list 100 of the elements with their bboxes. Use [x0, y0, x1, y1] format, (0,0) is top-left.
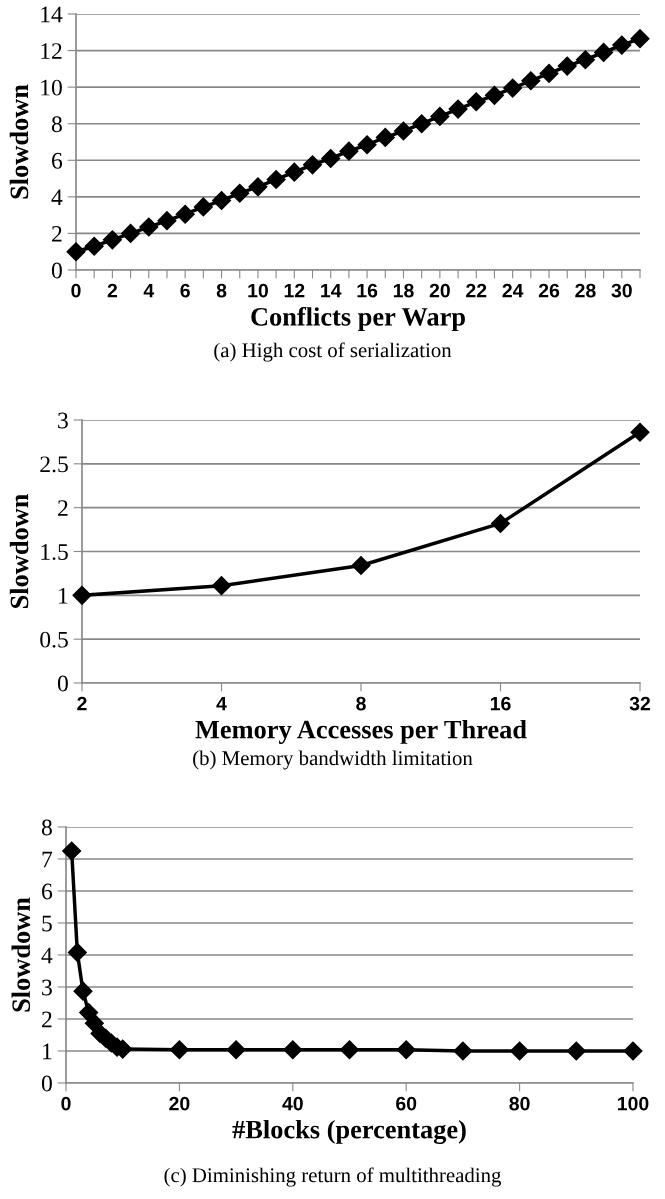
- x-tick-label: 10: [248, 283, 268, 298]
- point: [594, 42, 614, 62]
- x-tick-label: 40: [282, 1096, 303, 1111]
- y-tick-label: 7: [42, 851, 53, 868]
- point: [503, 78, 523, 98]
- point: [284, 162, 304, 182]
- y-axis-title: Slowdown: [11, 897, 31, 1012]
- point: [62, 841, 82, 861]
- point: [623, 1041, 643, 1061]
- point: [375, 127, 395, 147]
- y-tick-label: 0: [51, 262, 62, 279]
- point: [212, 190, 232, 211]
- point: [84, 236, 104, 256]
- x-tick-label: 2: [77, 696, 87, 711]
- point: [393, 121, 414, 141]
- point: [73, 981, 93, 1001]
- x-axis-title: #Blocks (percentage): [232, 1119, 466, 1145]
- text: (c) Diminishing return of multithreading: [164, 1167, 502, 1187]
- point: [539, 63, 559, 83]
- y-tick-label: 12: [41, 43, 62, 59]
- point: [630, 422, 650, 442]
- point: [175, 204, 195, 224]
- y-axis-title: Slowdown: [9, 84, 29, 199]
- x-tick-label: 16: [490, 696, 511, 711]
- y-tick-label: 2: [52, 225, 62, 242]
- x-tick-label: 22: [466, 283, 487, 298]
- x-tick-label: 8: [356, 696, 366, 711]
- x-tick-label: 28: [575, 283, 596, 298]
- point: [266, 169, 286, 190]
- x-tick-label: 2: [107, 283, 118, 298]
- point: [193, 197, 213, 217]
- point: [510, 1041, 530, 1061]
- point: [466, 92, 486, 112]
- point: [157, 211, 177, 231]
- point: [321, 148, 341, 168]
- x-tick-label: 4: [143, 283, 155, 298]
- y-tick-label: 4: [41, 947, 53, 964]
- point: [66, 242, 86, 262]
- x-tick-label: 30: [611, 283, 632, 298]
- x-tick-label: 24: [502, 283, 524, 298]
- y-tick-label: 14: [41, 6, 63, 23]
- y-tick-label: 1.5: [41, 544, 68, 561]
- point: [121, 223, 141, 243]
- point: [72, 585, 92, 605]
- y-axis-title: Slowdown: [9, 493, 29, 609]
- y-tick-label: 1: [43, 1043, 52, 1060]
- point: [248, 177, 268, 197]
- point: [484, 85, 504, 105]
- text: (a) High cost of serialization: [214, 342, 452, 362]
- point: [226, 1040, 246, 1060]
- point: [566, 1041, 586, 1061]
- x-tick-label: 26: [538, 283, 560, 298]
- y-tick-label: 0.5: [40, 631, 68, 648]
- point: [339, 141, 359, 161]
- point: [302, 155, 323, 175]
- x-tick-label: 14: [321, 283, 342, 298]
- point: [490, 513, 511, 533]
- y-tick-label: 0: [57, 675, 68, 692]
- point: [396, 1040, 416, 1060]
- x-tick-label: 0: [71, 283, 81, 298]
- x-axis-title: Conflicts per Warp: [251, 306, 465, 332]
- y-tick-label: 2: [42, 1011, 52, 1028]
- x-tick-label: 80: [509, 1096, 530, 1111]
- x-tick-label: 32: [629, 696, 651, 711]
- text: (b) Memory bandwidth limitation: [193, 750, 473, 770]
- point: [139, 217, 159, 237]
- y-tick-label: 2: [58, 500, 68, 516]
- y-tick-label: 4: [51, 189, 63, 206]
- x-tick-label: 20: [429, 283, 450, 298]
- y-tick-label: 1: [59, 587, 68, 604]
- y-tick-label: 3: [58, 412, 68, 429]
- y-tick-label: 6: [42, 883, 53, 900]
- point: [448, 99, 468, 119]
- point: [630, 29, 650, 49]
- point: [557, 56, 577, 76]
- x-tick-label: 16: [357, 283, 378, 298]
- point: [575, 50, 595, 70]
- x-tick-label: 8: [216, 283, 227, 298]
- x-axis-title: Memory Accesses per Thread: [195, 719, 527, 744]
- x-tick-label: 4: [216, 696, 227, 711]
- point: [612, 35, 632, 55]
- y-tick-label: 8: [41, 819, 52, 836]
- y-tick-label: 6: [52, 152, 63, 169]
- x-tick-label: 18: [393, 283, 414, 298]
- y-tick-label: 2.5: [40, 456, 68, 473]
- point: [67, 942, 87, 962]
- y-tick-label: 10: [41, 79, 62, 96]
- point: [351, 555, 371, 576]
- point: [169, 1040, 189, 1060]
- y-tick-label: 5: [42, 915, 52, 932]
- point: [230, 183, 250, 203]
- point: [453, 1041, 473, 1061]
- point: [283, 1040, 303, 1060]
- point: [211, 576, 232, 596]
- x-tick-label: 60: [396, 1096, 417, 1111]
- point: [430, 106, 450, 126]
- y-tick-label: 3: [42, 979, 52, 996]
- point: [412, 114, 432, 134]
- point: [102, 230, 122, 250]
- x-tick-label: 100: [618, 1096, 649, 1111]
